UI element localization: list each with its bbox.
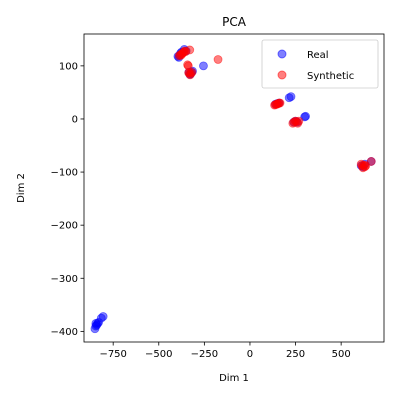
legend-marker-synthetic xyxy=(277,70,287,80)
legend-label-real: Real xyxy=(307,50,329,61)
y-tick-label: 0 xyxy=(72,114,78,125)
x-axis-label: Dim 1 xyxy=(219,373,249,384)
y-tick-label: −200 xyxy=(51,221,78,232)
real-point xyxy=(98,312,108,321)
points-layer xyxy=(90,45,376,334)
legend: Real Synthetic xyxy=(261,39,379,89)
legend-box xyxy=(261,39,379,89)
legend-label-synthetic: Synthetic xyxy=(307,71,354,82)
synthetic-point xyxy=(213,55,223,64)
x-tick-label: −250 xyxy=(191,349,218,360)
x-tick-label: −500 xyxy=(145,349,172,360)
y-tick-label: −300 xyxy=(51,274,78,285)
legend-marker-real xyxy=(277,49,287,59)
synthetic-point xyxy=(366,157,376,166)
x-axis-ticks: −750 −500 −250 0 250 500 xyxy=(99,342,351,360)
x-tick-label: 500 xyxy=(332,349,351,360)
y-tick-label: −100 xyxy=(51,168,78,179)
synthetic-point xyxy=(185,45,195,55)
y-axis-label: Dim 2 xyxy=(16,173,27,203)
synthetic-point xyxy=(187,67,197,77)
y-axis-ticks: 100 0 −100 −200 −300 −400 xyxy=(51,61,84,338)
plot-frame xyxy=(83,33,385,343)
real-point xyxy=(301,111,310,121)
real-point xyxy=(286,92,296,102)
x-tick-label: 250 xyxy=(286,349,305,360)
chart-title: PCA xyxy=(222,15,247,29)
y-tick-label: 100 xyxy=(59,61,78,72)
synthetic-point xyxy=(294,116,304,126)
real-point xyxy=(91,319,101,328)
real-point xyxy=(199,61,208,71)
y-tick-label: −400 xyxy=(51,327,78,338)
x-tick-label: −750 xyxy=(99,349,126,360)
x-tick-label: 0 xyxy=(247,349,253,360)
synthetic-point xyxy=(275,98,285,108)
